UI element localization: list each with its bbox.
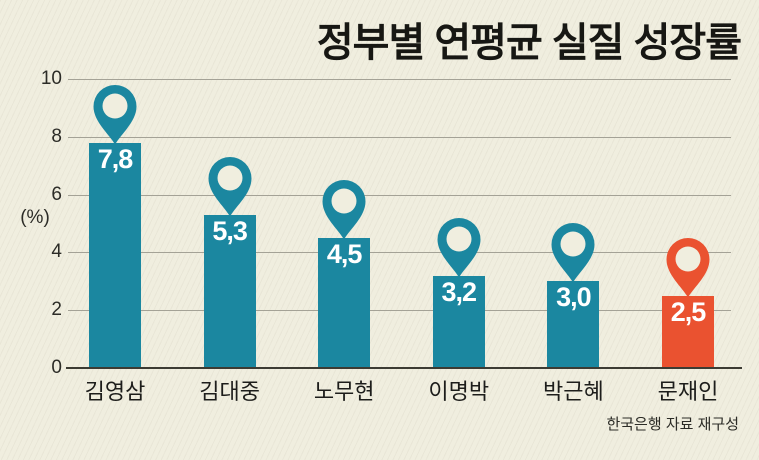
x-axis-category-label: 노무현 [313, 379, 375, 404]
bar-value-label: 7,8 [97, 143, 134, 174]
gridline [68, 79, 731, 80]
bar-0: 7,8 [89, 142, 141, 368]
y-axis-tick-label: 4 [51, 241, 62, 263]
bar-3: 3,2 [432, 275, 485, 368]
y-axis-tick-label: 8 [51, 125, 62, 147]
y-axis-tick-label: 0 [51, 357, 62, 378]
map-pin-icon [205, 155, 255, 217]
bar-value-label: 3,2 [441, 276, 478, 307]
chart-title: 정부별 연평균 실질 성장률 [316, 21, 742, 65]
bar-5: 2,5 [662, 295, 714, 368]
x-axis-category-label: 문재인 [657, 379, 719, 404]
map-pin-icon [434, 216, 484, 278]
bar-value-label: 5,3 [212, 215, 248, 246]
gridline [68, 194, 731, 196]
map-pin-icon [319, 178, 369, 240]
gridline [68, 252, 731, 254]
x-axis-baseline [66, 367, 742, 369]
map-pin-icon [548, 221, 598, 283]
x-axis-category-label: 박근혜 [543, 379, 604, 404]
y-axis-unit-label: (%) [20, 207, 50, 228]
bar-1: 5,3 [203, 214, 256, 368]
x-axis-category-label: 김대중 [199, 379, 260, 404]
bar-value-label: 3,0 [556, 282, 592, 313]
y-axis-tick-label: 10 [40, 68, 62, 89]
x-axis-category-label: 이명박 [428, 379, 490, 404]
bar-value-label: 4,5 [326, 238, 363, 269]
gridline [68, 310, 731, 312]
map-pin-icon [90, 83, 140, 145]
y-axis-tick-label: 2 [51, 299, 62, 321]
x-axis-category-label: 김영삼 [84, 379, 146, 404]
y-axis-tick-label: 6 [51, 183, 62, 205]
map-pin-icon [663, 236, 713, 298]
source-note: 한국은행 자료 재구성 [606, 416, 739, 433]
bar-value-label: 2,5 [670, 296, 707, 327]
bar-2: 4,5 [318, 237, 371, 368]
gridline [68, 136, 731, 138]
bar-4: 3,0 [547, 281, 600, 368]
